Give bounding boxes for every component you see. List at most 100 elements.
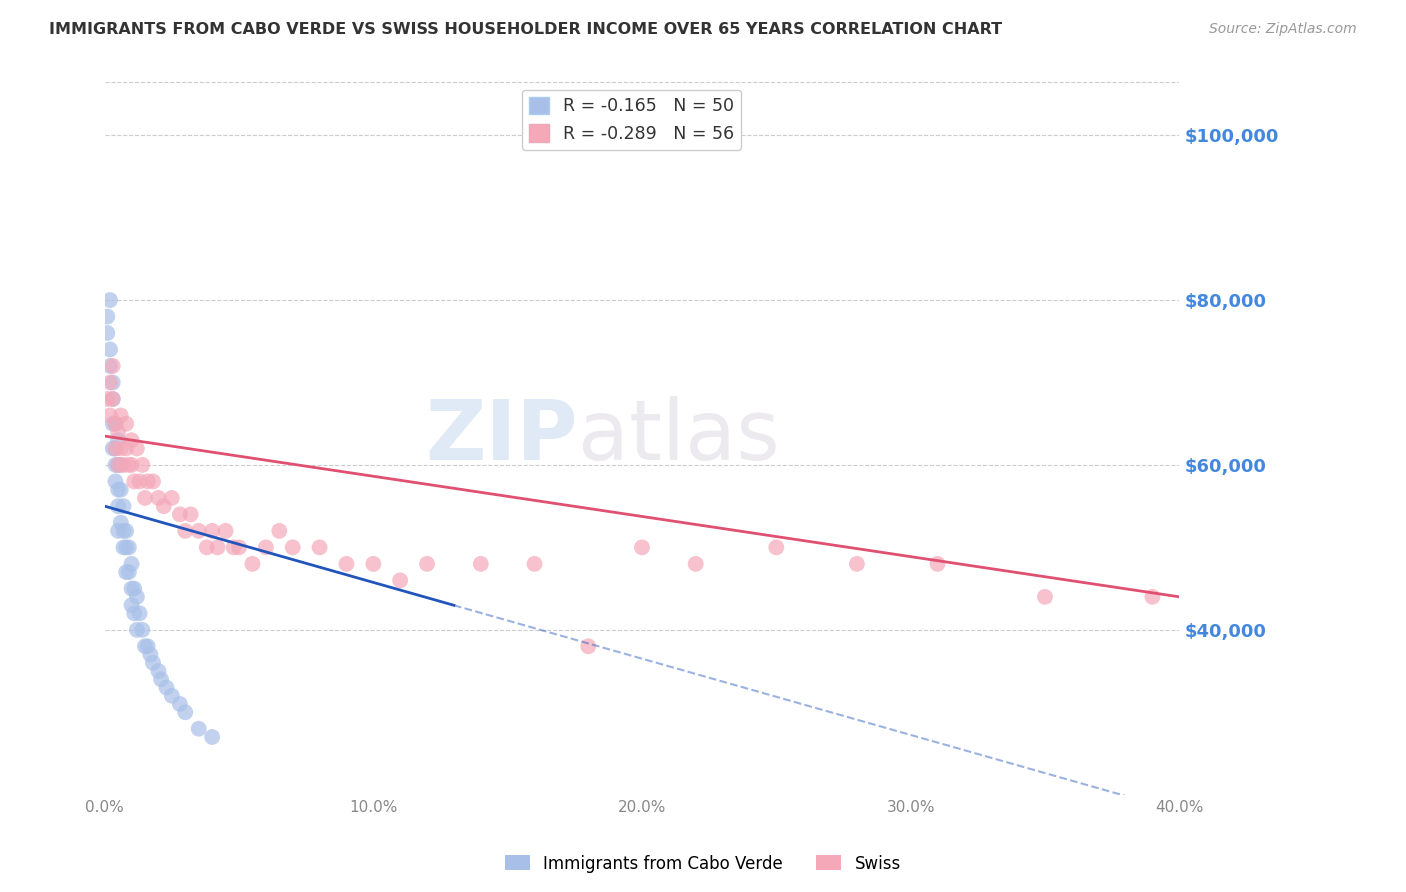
Point (152, 499, 174, 513)
Point (150, 673, 173, 687)
Point (281, 541, 304, 555)
Point (118, 458, 141, 472)
Point (927, 557, 949, 571)
Point (128, 607, 150, 621)
Point (98, 343, 121, 357)
Point (121, 433, 143, 447)
Point (195, 541, 218, 555)
Point (96, 326, 118, 340)
Point (155, 681, 177, 695)
Point (104, 417, 127, 431)
Point (389, 574, 412, 588)
Point (121, 458, 143, 472)
Point (115, 417, 138, 431)
Point (101, 442, 124, 456)
Point (118, 565, 141, 579)
Point (134, 491, 156, 505)
Point (142, 475, 165, 489)
Point (98, 293, 121, 307)
Point (228, 541, 250, 555)
Point (115, 442, 138, 456)
Point (104, 442, 127, 456)
Point (115, 541, 138, 555)
Point (101, 392, 124, 406)
Point (125, 623, 148, 637)
Point (174, 524, 197, 538)
Point (121, 582, 143, 596)
Point (98, 359, 121, 373)
Point (201, 730, 224, 744)
Point (139, 648, 162, 662)
Point (98, 376, 121, 390)
Point (335, 557, 357, 571)
Point (845, 557, 868, 571)
Text: ZIP: ZIP (425, 395, 578, 476)
Point (160, 491, 183, 505)
Point (136, 475, 159, 489)
Legend: R = -0.165   N = 50, R = -0.289   N = 56: R = -0.165 N = 50, R = -0.289 N = 56 (522, 90, 741, 150)
Text: Source: ZipAtlas.com: Source: ZipAtlas.com (1209, 22, 1357, 37)
Point (254, 541, 277, 555)
Point (160, 689, 183, 703)
Point (110, 458, 132, 472)
Point (187, 524, 209, 538)
Point (174, 705, 197, 719)
Point (131, 623, 153, 637)
Point (125, 590, 148, 604)
Point (576, 640, 599, 654)
Point (125, 442, 148, 456)
Point (363, 557, 385, 571)
Point (242, 557, 264, 571)
Point (416, 557, 439, 571)
Text: IMMIGRANTS FROM CABO VERDE VS SWISS HOUSEHOLDER INCOME OVER 65 YEARS CORRELATION: IMMIGRANTS FROM CABO VERDE VS SWISS HOUS… (49, 22, 1002, 37)
Point (112, 458, 135, 472)
Point (115, 524, 138, 538)
Point (128, 475, 150, 489)
Point (308, 541, 330, 555)
Point (269, 524, 291, 538)
Point (101, 392, 124, 406)
Point (187, 722, 209, 736)
Point (201, 524, 224, 538)
Point (110, 442, 132, 456)
Point (107, 425, 129, 439)
Point (112, 524, 135, 538)
Point (118, 541, 141, 555)
Point (148, 664, 170, 678)
Point (1033, 590, 1056, 604)
Point (214, 524, 236, 538)
Point (631, 541, 654, 555)
Point (207, 541, 229, 555)
Point (148, 491, 170, 505)
Point (1142, 590, 1164, 604)
Point (107, 483, 129, 497)
Point (169, 508, 191, 522)
Point (134, 640, 156, 654)
Point (96, 392, 118, 406)
Point (122, 607, 145, 621)
Point (107, 499, 129, 513)
Point (112, 499, 135, 513)
Point (104, 417, 127, 431)
Point (169, 697, 191, 711)
Point (101, 417, 124, 431)
Text: atlas: atlas (578, 395, 779, 476)
Point (180, 508, 202, 522)
Point (110, 409, 132, 423)
Point (101, 359, 124, 373)
Point (222, 541, 245, 555)
Point (107, 433, 129, 447)
Point (110, 483, 132, 497)
Point (112, 541, 135, 555)
Point (142, 656, 165, 670)
Point (136, 640, 159, 654)
Point (685, 557, 707, 571)
Point (765, 541, 787, 555)
Point (104, 442, 127, 456)
Point (121, 598, 143, 612)
Point (122, 582, 145, 596)
Point (98, 409, 121, 423)
Legend: Immigrants from Cabo Verde, Swiss: Immigrants from Cabo Verde, Swiss (498, 848, 908, 880)
Point (107, 458, 129, 472)
Point (115, 565, 138, 579)
